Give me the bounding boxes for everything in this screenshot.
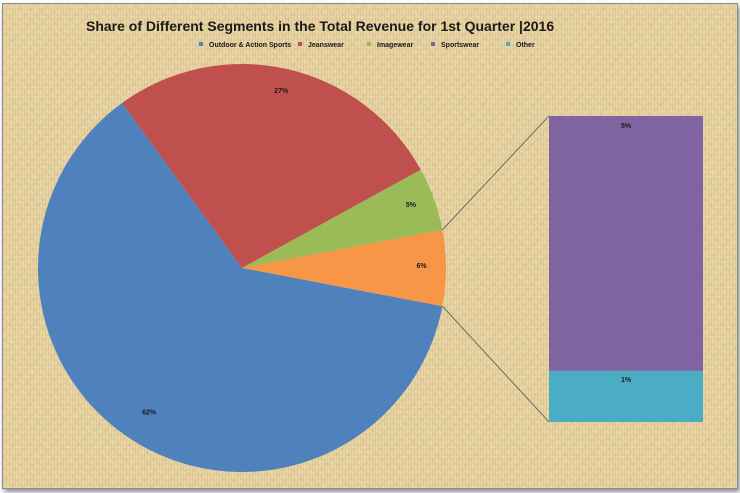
connector-line-top xyxy=(442,115,550,231)
legend-swatch-imagewear xyxy=(367,42,371,46)
bar-segment-other xyxy=(549,370,703,422)
chart-frame: Share of Different Segments in the Total… xyxy=(2,3,738,489)
pie xyxy=(38,63,447,472)
legend-label-sportswear: Sportswear xyxy=(441,42,479,49)
legend-swatch-outdoor-and-action-sports xyxy=(199,42,203,46)
legend-label-jeanswear: Jeanswear xyxy=(308,42,344,49)
data-label-sportswear: 5% xyxy=(621,123,632,130)
data-labels: 6% 62% 27% 5% 5% 1% xyxy=(142,88,632,417)
legend-label-other: Other xyxy=(516,42,535,49)
data-label-imagewear: 5% xyxy=(406,202,417,209)
chart-title: Share of Different Segments in the Total… xyxy=(86,18,554,34)
pie-slice-outdoor-and-action-sports xyxy=(38,102,443,472)
connector-lines xyxy=(442,115,550,423)
data-label-other: 1% xyxy=(621,377,632,384)
data-label-jeanswear: 27% xyxy=(274,88,289,95)
breakdown-bar xyxy=(549,116,703,422)
connector-line-bottom xyxy=(442,305,550,423)
bar-segment-sportswear xyxy=(549,116,703,371)
legend-label-imagewear: Imagewear xyxy=(377,42,413,49)
legend-swatch-other xyxy=(506,42,510,46)
pie-slice-jeanswear xyxy=(122,63,421,268)
data-label-outdoor-and-action-sports: 62% xyxy=(142,409,157,416)
legend-label-outdoor-and-action-sports: Outdoor & Action Sports xyxy=(209,42,291,49)
pie-slice-imagewear xyxy=(242,169,443,268)
pie-slice-other-group xyxy=(242,229,447,307)
legend-swatch-jeanswear xyxy=(298,42,302,46)
legend-swatch-sportswear xyxy=(431,42,435,46)
legend: Outdoor & Action Sports Jeanswear Imagewea… xyxy=(199,42,535,49)
data-label-other-group: 6% xyxy=(416,263,427,270)
pie-of-bar-chart: Share of Different Segments in the Total… xyxy=(38,18,703,472)
